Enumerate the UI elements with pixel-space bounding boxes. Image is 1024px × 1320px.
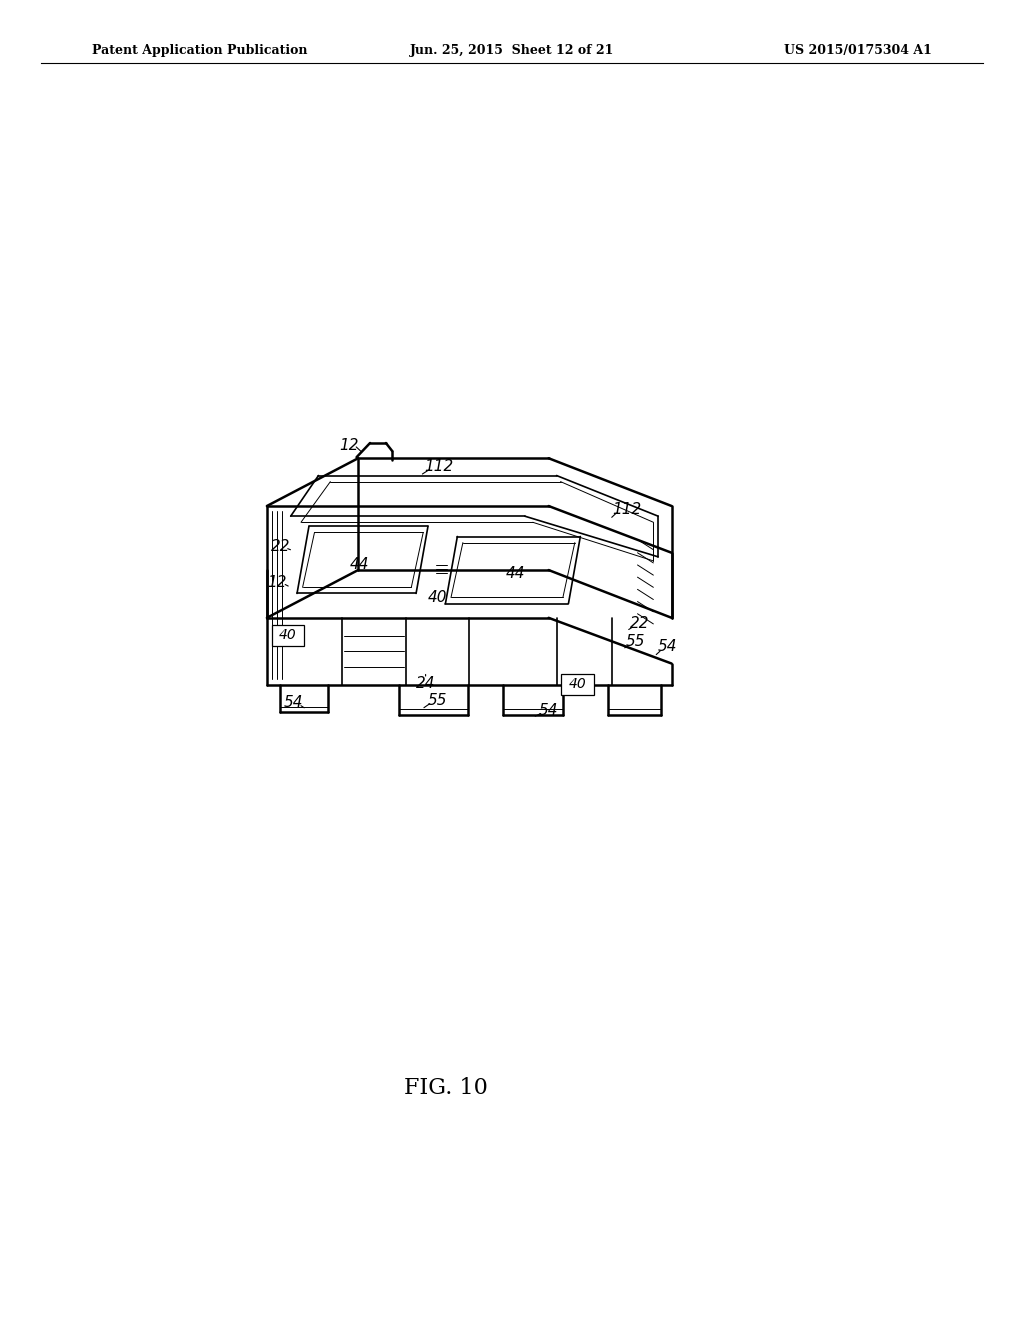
Text: 22: 22 xyxy=(630,616,649,631)
Text: 55: 55 xyxy=(626,634,646,648)
Text: US 2015/0175304 A1: US 2015/0175304 A1 xyxy=(784,44,932,57)
Text: FIG. 10: FIG. 10 xyxy=(403,1077,487,1100)
Text: 12: 12 xyxy=(267,574,287,590)
Text: 40: 40 xyxy=(279,628,296,642)
Text: 40: 40 xyxy=(568,677,586,690)
Text: 112: 112 xyxy=(611,502,641,516)
Text: 12: 12 xyxy=(339,437,358,453)
FancyBboxPatch shape xyxy=(561,673,594,696)
Text: Patent Application Publication: Patent Application Publication xyxy=(92,44,307,57)
Text: 54: 54 xyxy=(657,639,678,653)
Text: 44: 44 xyxy=(350,557,370,573)
Text: 54: 54 xyxy=(284,694,303,710)
Text: 22: 22 xyxy=(270,539,290,554)
Text: 40: 40 xyxy=(428,590,447,605)
Text: 112: 112 xyxy=(425,459,454,474)
Text: 44: 44 xyxy=(506,565,525,581)
Text: Jun. 25, 2015  Sheet 12 of 21: Jun. 25, 2015 Sheet 12 of 21 xyxy=(410,44,614,57)
FancyBboxPatch shape xyxy=(271,624,304,647)
Text: 24: 24 xyxy=(416,676,435,692)
Text: 55: 55 xyxy=(428,693,447,708)
Text: 54: 54 xyxy=(539,702,558,718)
